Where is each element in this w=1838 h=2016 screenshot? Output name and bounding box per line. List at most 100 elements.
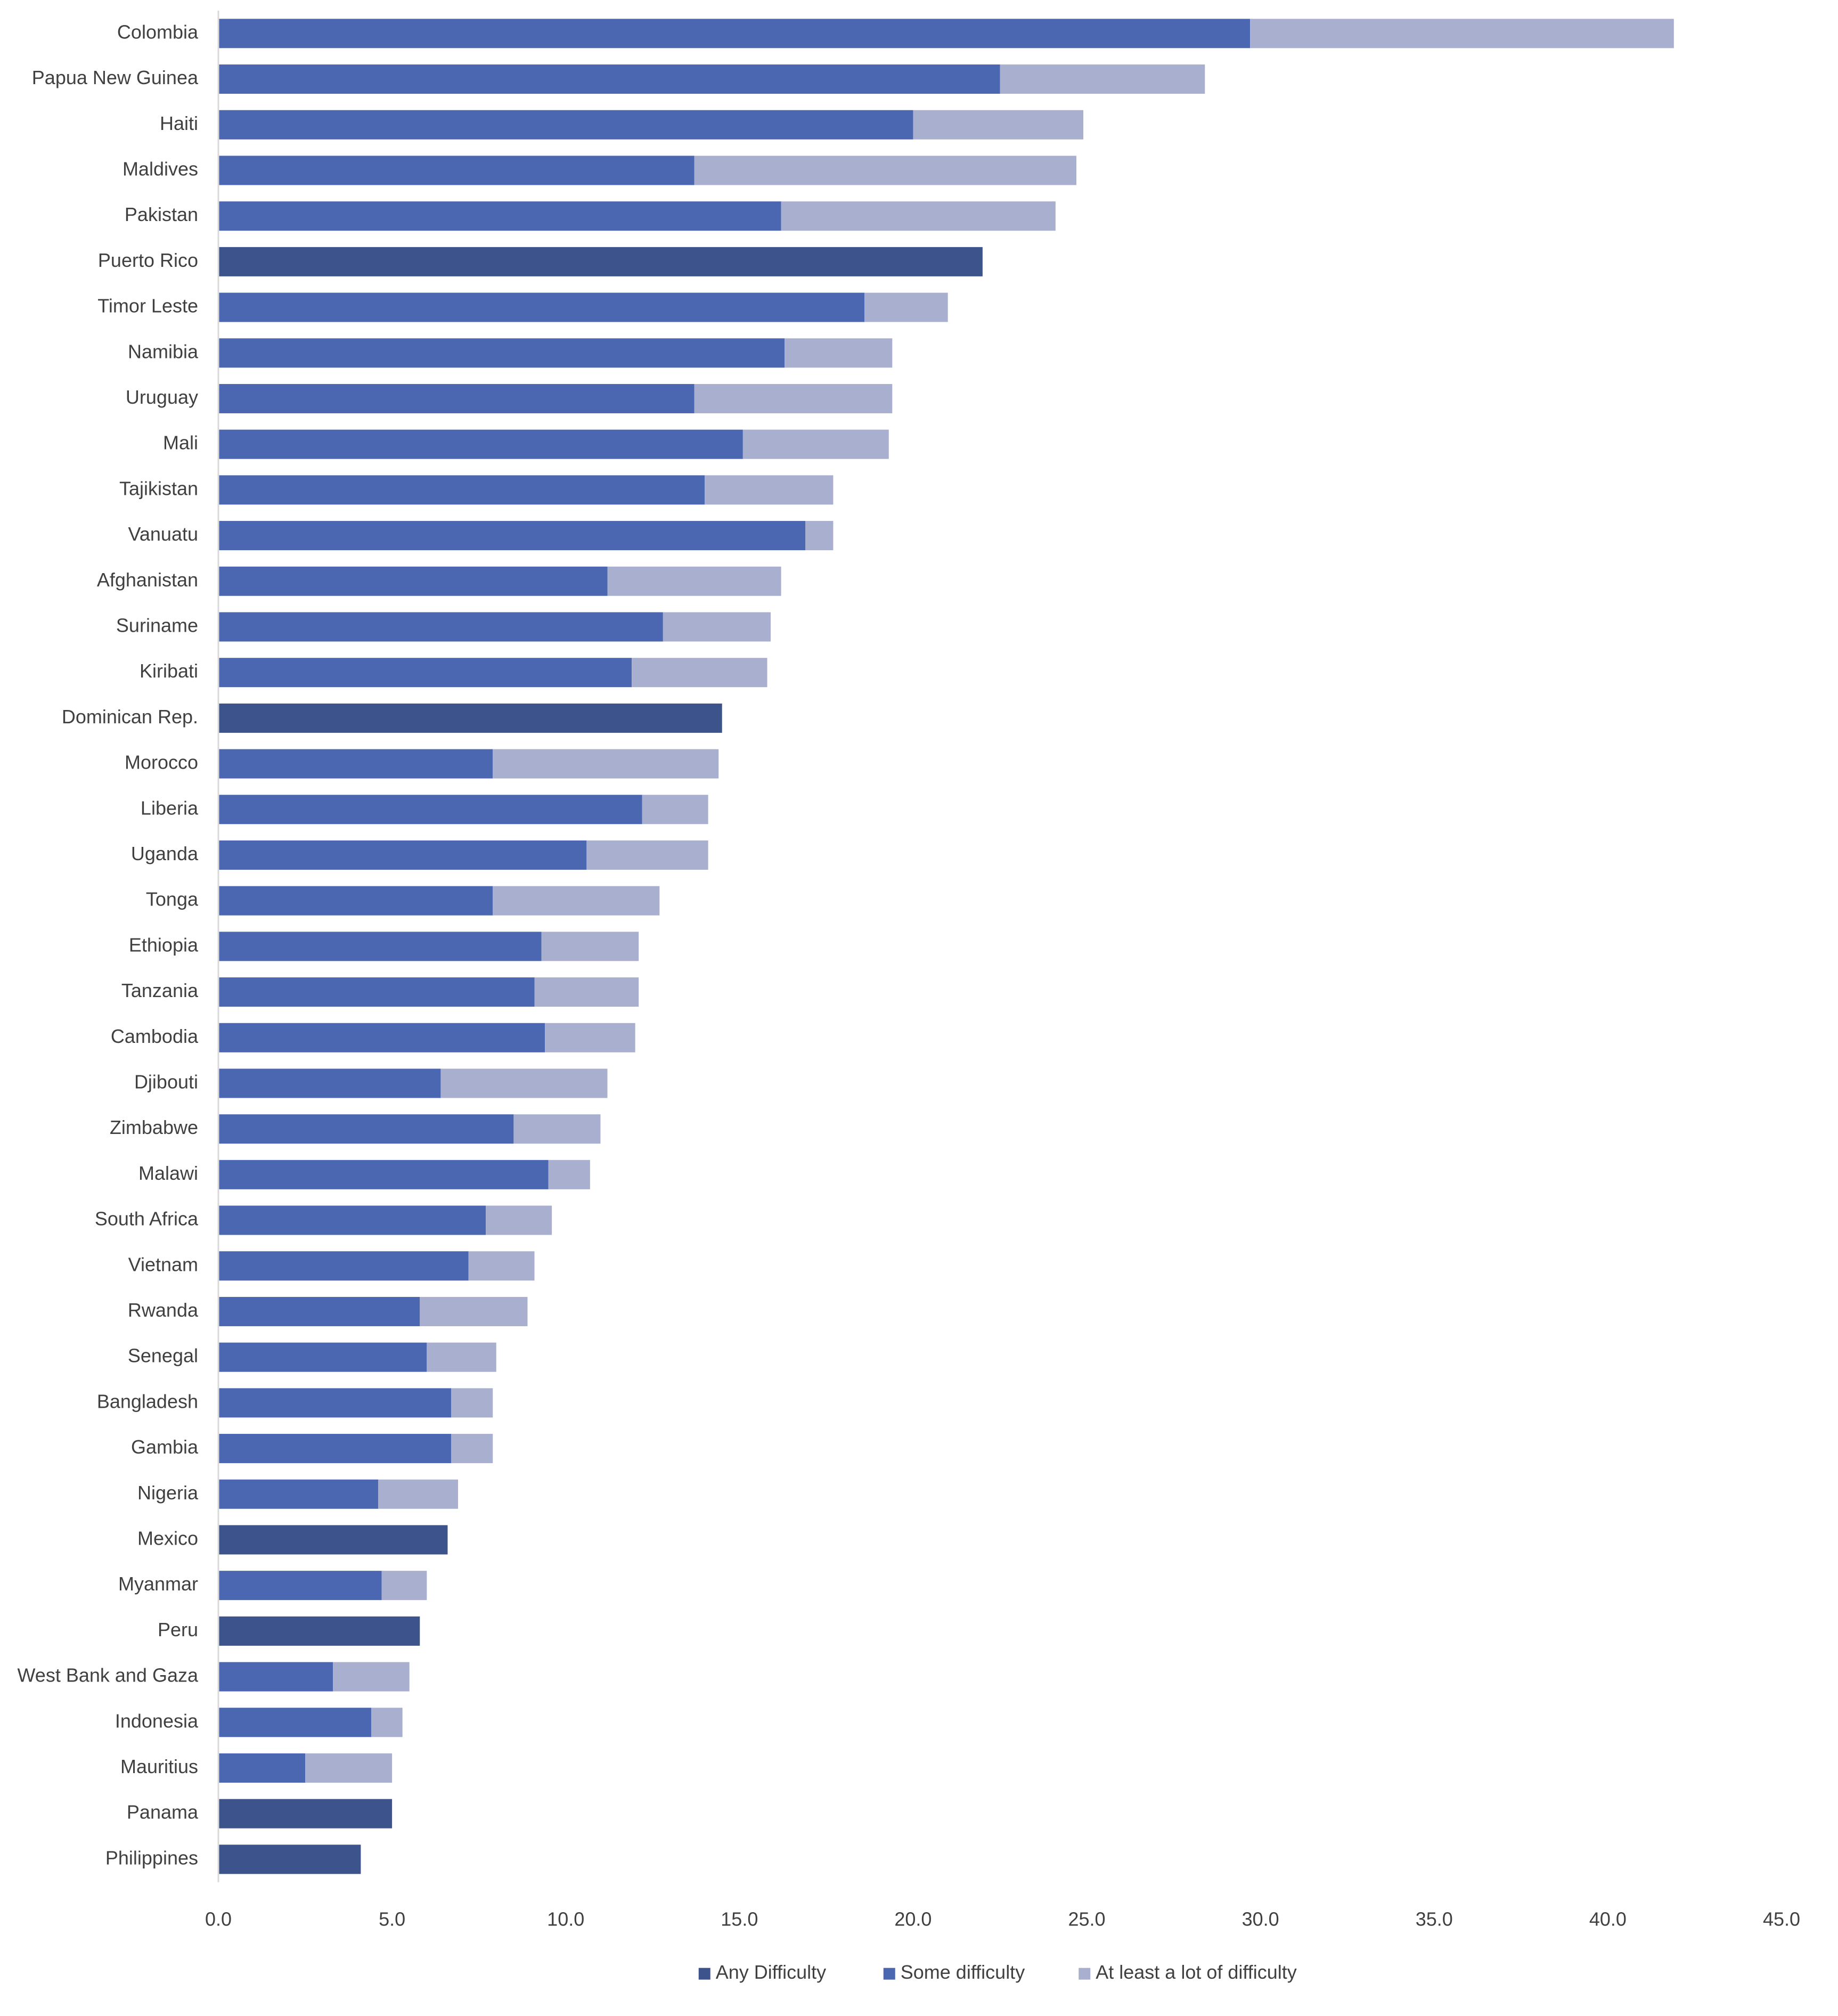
x-tick-label: 45.0 xyxy=(1763,1908,1800,1930)
bar-ethiopia-at-least-a-lot-of-difficulty xyxy=(541,932,639,961)
bar-suriname-some-difficulty xyxy=(218,612,663,642)
legend-item-any-difficulty: Any Difficulty xyxy=(698,1961,826,1983)
x-tick-label: 5.0 xyxy=(379,1908,405,1930)
x-tick-label: 40.0 xyxy=(1589,1908,1627,1930)
category-label-philippines: Philippines xyxy=(105,1847,198,1868)
bar-nigeria-at-least-a-lot-of-difficulty xyxy=(378,1479,459,1509)
bar-zimbabwe-some-difficulty xyxy=(218,1114,514,1144)
category-label-panama: Panama xyxy=(127,1801,199,1823)
category-label-maldives: Maldives xyxy=(122,158,198,179)
category-label-papua-new-guinea: Papua New Guinea xyxy=(32,67,199,88)
legend: Any Difficulty Some difficulty At least a … xyxy=(698,1961,1297,1983)
bar-maldives-at-least-a-lot-of-difficulty xyxy=(694,156,1076,185)
bar-peru-any-difficulty xyxy=(218,1616,420,1646)
category-label-gambia: Gambia xyxy=(131,1436,199,1458)
x-tick-label: 20.0 xyxy=(894,1908,932,1930)
bar-malawi-at-least-a-lot-of-difficulty xyxy=(548,1160,590,1189)
bar-kiribati-at-least-a-lot-of-difficulty xyxy=(632,658,767,688)
bar-mauritius-some-difficulty xyxy=(218,1753,306,1783)
bar-timor-leste-some-difficulty xyxy=(218,292,865,322)
bar-bangladesh-at-least-a-lot-of-difficulty xyxy=(451,1388,493,1418)
category-label-ethiopia: Ethiopia xyxy=(129,934,199,956)
legend-label: At least a lot of difficulty xyxy=(1096,1961,1297,1983)
bar-papua-new-guinea-some-difficulty xyxy=(218,64,1000,94)
category-label-mauritius: Mauritius xyxy=(120,1756,198,1777)
bar-panama-any-difficulty xyxy=(218,1799,393,1829)
bar-senegal-at-least-a-lot-of-difficulty xyxy=(427,1342,496,1372)
category-label-timor-leste: Timor Leste xyxy=(97,295,198,317)
category-label-mexico: Mexico xyxy=(137,1527,198,1549)
bar-south-africa-some-difficulty xyxy=(218,1205,486,1235)
bar-gambia-at-least-a-lot-of-difficulty xyxy=(451,1434,493,1464)
x-axis-ticks: 0.0 5.0 10.0 15.0 20.0 25.0 30.0 35.0 40.0 45.0 xyxy=(205,1908,1800,1930)
bars-layer xyxy=(218,19,1674,1874)
bar-pakistan-some-difficulty xyxy=(218,201,781,231)
bar-nigeria-some-difficulty xyxy=(218,1479,379,1509)
bar-liberia-some-difficulty xyxy=(218,795,642,825)
bar-timor-leste-at-least-a-lot-of-difficulty xyxy=(864,292,948,322)
bar-myanmar-at-least-a-lot-of-difficulty xyxy=(381,1571,427,1601)
bar-morocco-some-difficulty xyxy=(218,749,493,779)
bar-namibia-some-difficulty xyxy=(218,338,785,368)
category-label-pakistan: Pakistan xyxy=(125,203,198,225)
bar-mauritius-at-least-a-lot-of-difficulty xyxy=(305,1753,393,1783)
category-label-west-bank-and-gaza: West Bank and Gaza xyxy=(17,1664,199,1686)
bar-west-bank-and-gaza-at-least-a-lot-of-difficulty xyxy=(333,1662,410,1692)
bar-mali-some-difficulty xyxy=(218,429,743,459)
category-label-tajikistan: Tajikistan xyxy=(119,477,198,499)
bar-indonesia-at-least-a-lot-of-difficulty xyxy=(371,1708,403,1737)
bar-djibouti-some-difficulty xyxy=(218,1068,441,1098)
category-label-rwanda: Rwanda xyxy=(128,1299,199,1321)
category-label-malawi: Malawi xyxy=(138,1162,198,1184)
bar-cambodia-at-least-a-lot-of-difficulty xyxy=(545,1023,635,1052)
bar-west-bank-and-gaza-some-difficulty xyxy=(218,1662,333,1692)
bar-vanuatu-at-least-a-lot-of-difficulty xyxy=(805,521,834,551)
category-label-peru: Peru xyxy=(158,1619,198,1640)
bar-tajikistan-at-least-a-lot-of-difficulty xyxy=(705,475,834,505)
category-label-cambodia: Cambodia xyxy=(111,1025,199,1047)
bar-colombia-some-difficulty xyxy=(218,19,1251,48)
bar-cambodia-some-difficulty xyxy=(218,1023,545,1052)
bar-philippines-any-difficulty xyxy=(218,1844,361,1874)
bar-myanmar-some-difficulty xyxy=(218,1571,382,1601)
category-label-indonesia: Indonesia xyxy=(115,1710,199,1732)
bar-pakistan-at-least-a-lot-of-difficulty xyxy=(781,201,1056,231)
category-label-puerto-rico: Puerto Rico xyxy=(98,249,198,271)
category-label-myanmar: Myanmar xyxy=(118,1573,198,1595)
bar-tonga-at-least-a-lot-of-difficulty xyxy=(493,886,660,916)
category-label-suriname: Suriname xyxy=(116,614,198,636)
bar-vietnam-some-difficulty xyxy=(218,1251,469,1281)
bar-uruguay-some-difficulty xyxy=(218,383,695,413)
category-label-colombia: Colombia xyxy=(117,21,199,43)
bar-indonesia-some-difficulty xyxy=(218,1708,371,1737)
category-label-south-africa: South Africa xyxy=(95,1208,199,1230)
legend-item-at-least-a-lot-of-difficulty: At least a lot of difficulty xyxy=(1079,1961,1297,1983)
category-label-mali: Mali xyxy=(163,432,198,454)
legend-label: Any Difficulty xyxy=(716,1961,826,1983)
bar-tajikistan-some-difficulty xyxy=(218,475,705,505)
bar-uganda-at-least-a-lot-of-difficulty xyxy=(586,840,708,870)
bar-zimbabwe-at-least-a-lot-of-difficulty xyxy=(513,1114,601,1144)
bar-puerto-rico-any-difficulty xyxy=(218,247,983,276)
bar-afghanistan-at-least-a-lot-of-difficulty xyxy=(607,566,781,596)
bar-rwanda-at-least-a-lot-of-difficulty xyxy=(420,1296,528,1326)
bar-ethiopia-some-difficulty xyxy=(218,932,542,961)
bar-afghanistan-some-difficulty xyxy=(218,566,608,596)
category-label-vietnam: Vietnam xyxy=(128,1253,198,1275)
category-label-dominican-rep: Dominican Rep. xyxy=(62,706,198,728)
bar-uruguay-at-least-a-lot-of-difficulty xyxy=(694,383,893,413)
category-label-haiti: Haiti xyxy=(160,112,198,134)
bar-tonga-some-difficulty xyxy=(218,886,493,916)
bar-papua-new-guinea-at-least-a-lot-of-difficulty xyxy=(1000,64,1205,94)
bar-south-africa-at-least-a-lot-of-difficulty xyxy=(486,1205,552,1235)
legend-item-some-difficulty: Some difficulty xyxy=(883,1961,1025,1983)
category-label-vanuatu: Vanuatu xyxy=(128,523,198,545)
legend-swatch xyxy=(698,1968,710,1980)
bar-dominican-rep-any-difficulty xyxy=(218,703,722,733)
bar-morocco-at-least-a-lot-of-difficulty xyxy=(493,749,719,779)
legend-swatch xyxy=(883,1968,895,1980)
bar-gambia-some-difficulty xyxy=(218,1434,451,1464)
bar-tanzania-some-difficulty xyxy=(218,977,535,1007)
